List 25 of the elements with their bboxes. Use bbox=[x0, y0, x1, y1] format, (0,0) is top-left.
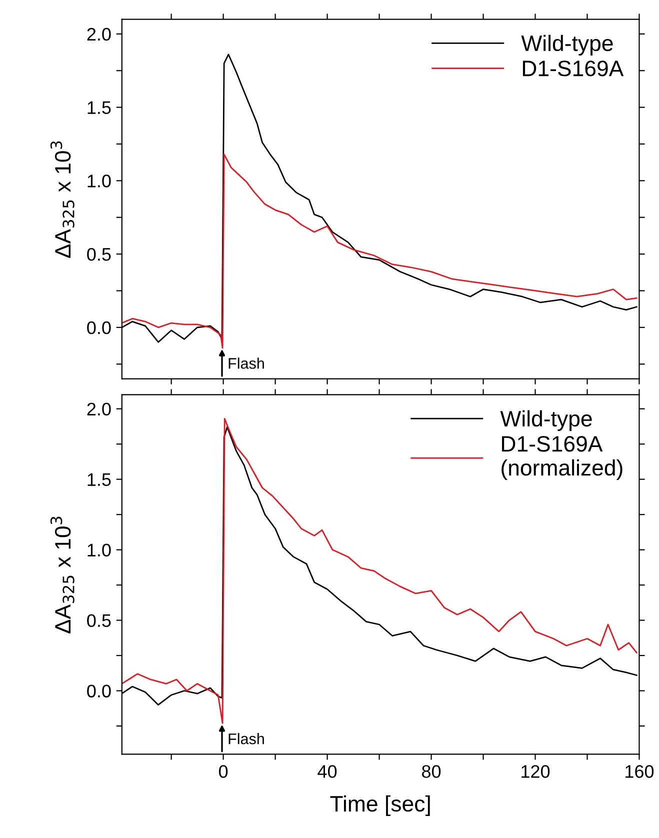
y-tick-label: 0.0 bbox=[87, 321, 111, 334]
x-axis-title: Time [sec] bbox=[330, 795, 430, 816]
x-tick-label: 40 bbox=[318, 765, 337, 778]
x-tick-label: 120 bbox=[522, 765, 550, 778]
y-tick-label: 0.5 bbox=[87, 248, 111, 261]
y-tick-label: 0.5 bbox=[87, 614, 111, 627]
y-tick-label: 1.5 bbox=[88, 101, 111, 114]
y-tick-label: 1.0 bbox=[88, 174, 111, 188]
x-tick-label: 160 bbox=[626, 765, 654, 778]
x-tick-label: 80 bbox=[422, 765, 441, 778]
x-tick-label: 0 bbox=[218, 765, 228, 778]
line-series bbox=[122, 154, 638, 349]
legend-label: D1-S169A (normalized) bbox=[502, 436, 622, 480]
y-tick-label: 1.5 bbox=[88, 473, 111, 486]
annotation: Flash bbox=[228, 733, 264, 744]
y-tick-label: 1.0 bbox=[88, 544, 111, 556]
y-tick-label: 2.0 bbox=[87, 402, 111, 416]
annotation: Flash bbox=[228, 358, 264, 369]
legend-label: Wild-type bbox=[500, 410, 592, 431]
legend-label: D1-S169A bbox=[522, 60, 624, 76]
y-axis-title: ΔA$_{325}$ x 10$^{3}$ bbox=[50, 516, 74, 634]
legend-label: Wild-type bbox=[521, 34, 613, 56]
y-tick-label: 0.0 bbox=[87, 684, 111, 698]
y-tick-label: 2.0 bbox=[87, 28, 111, 41]
y-axis-title: ΔA$_{325}$ x 10$^{3}$ bbox=[50, 141, 74, 258]
